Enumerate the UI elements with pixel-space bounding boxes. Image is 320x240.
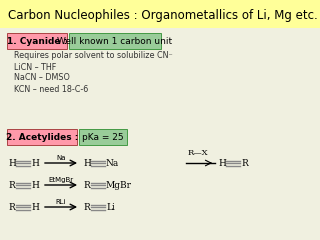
Text: H: H: [83, 158, 91, 168]
Text: H: H: [8, 158, 16, 168]
Text: 2. Acetylides :: 2. Acetylides :: [6, 133, 78, 143]
Text: Na: Na: [56, 155, 66, 161]
Text: H: H: [31, 158, 39, 168]
Text: R—X: R—X: [188, 149, 209, 157]
Text: Li: Li: [106, 203, 115, 211]
Text: MgBr: MgBr: [106, 180, 132, 190]
Text: R: R: [241, 158, 248, 168]
FancyBboxPatch shape: [69, 33, 161, 49]
Text: Carbon Nucleophiles : Organometallics of Li, Mg etc.: Carbon Nucleophiles : Organometallics of…: [8, 10, 318, 23]
Text: R: R: [83, 203, 90, 211]
Text: Na: Na: [106, 158, 119, 168]
Text: KCN – need 18-C-6: KCN – need 18-C-6: [14, 84, 88, 94]
Text: pKa = 25: pKa = 25: [82, 133, 124, 143]
Text: R: R: [8, 180, 15, 190]
Text: LiCN – THF: LiCN – THF: [14, 62, 56, 72]
Text: Requires polar solvent to solubilize CN⁻: Requires polar solvent to solubilize CN⁻: [14, 52, 173, 60]
Text: H: H: [31, 203, 39, 211]
Text: 1. Cyanide :: 1. Cyanide :: [7, 37, 67, 47]
Text: R: R: [83, 180, 90, 190]
Text: H: H: [218, 158, 226, 168]
FancyBboxPatch shape: [7, 33, 67, 49]
Text: H: H: [31, 180, 39, 190]
Text: Well known 1 carbon unit: Well known 1 carbon unit: [57, 37, 172, 47]
Text: NaCN – DMSO: NaCN – DMSO: [14, 73, 70, 83]
Text: RLi: RLi: [56, 199, 66, 205]
FancyBboxPatch shape: [7, 129, 77, 145]
Bar: [0, 0, 320, 28]
Text: R: R: [8, 203, 15, 211]
FancyBboxPatch shape: [79, 129, 127, 145]
Text: EtMgBr: EtMgBr: [48, 177, 74, 183]
